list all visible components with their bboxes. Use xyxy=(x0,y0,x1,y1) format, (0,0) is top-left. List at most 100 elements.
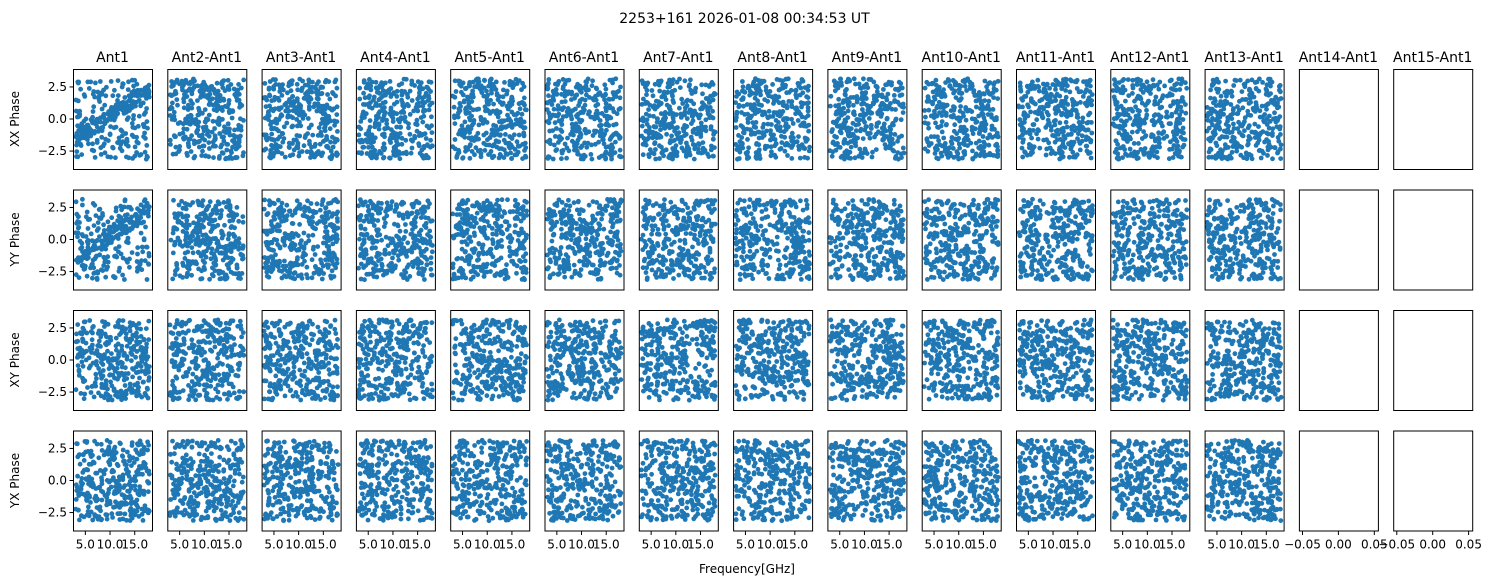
data-point xyxy=(186,136,191,142)
data-point xyxy=(75,363,81,368)
data-point xyxy=(319,133,324,138)
data-point xyxy=(191,343,197,348)
data-point xyxy=(95,496,100,502)
data-point xyxy=(145,92,151,98)
data-point xyxy=(301,230,307,236)
data-point xyxy=(193,225,199,231)
data-point xyxy=(237,471,242,477)
data-point xyxy=(185,140,191,146)
data-point xyxy=(421,396,427,402)
data-point xyxy=(377,350,383,356)
data-point xyxy=(302,208,308,214)
data-point xyxy=(124,136,130,142)
data-point xyxy=(401,110,407,115)
data-point xyxy=(137,471,143,477)
data-point xyxy=(188,79,194,85)
data-point xyxy=(299,88,304,94)
data-point xyxy=(407,112,413,117)
data-point xyxy=(316,476,321,482)
data-point xyxy=(309,144,314,150)
data-point xyxy=(139,488,145,494)
data-point xyxy=(124,239,129,245)
data-point xyxy=(123,230,129,236)
data-point xyxy=(264,361,270,366)
data-point xyxy=(367,93,372,99)
data-point xyxy=(238,350,244,356)
data-point xyxy=(291,445,297,451)
data-point xyxy=(225,488,230,494)
data-point xyxy=(202,260,208,266)
data-point xyxy=(305,485,311,491)
data-point xyxy=(110,356,116,361)
data-point xyxy=(407,381,413,387)
x-tick-label: 15.0 xyxy=(216,538,243,552)
data-point xyxy=(315,324,321,330)
data-point xyxy=(293,345,298,350)
data-point xyxy=(221,129,227,134)
data-point xyxy=(90,459,96,465)
data-point xyxy=(305,275,310,281)
data-point xyxy=(208,347,213,353)
x-tick-label: 10.0 xyxy=(191,538,218,552)
data-point xyxy=(320,379,326,385)
scatter-panel: 2.50.0−2.5XY Phase xyxy=(8,310,153,411)
data-point xyxy=(116,374,122,379)
data-point xyxy=(395,253,401,259)
data-point xyxy=(226,85,231,91)
data-point xyxy=(305,131,310,137)
data-point xyxy=(207,146,212,151)
data-point xyxy=(290,221,296,227)
scatter-panel xyxy=(261,69,342,170)
data-point xyxy=(111,504,116,510)
data-point xyxy=(429,381,435,387)
data-point xyxy=(302,213,308,219)
data-point xyxy=(231,510,237,516)
data-point xyxy=(145,439,151,445)
data-point xyxy=(288,503,294,508)
data-point xyxy=(115,101,121,107)
data-point xyxy=(131,116,136,122)
data-point xyxy=(83,248,89,254)
data-point xyxy=(184,221,189,227)
data-point xyxy=(81,458,87,463)
data-point xyxy=(265,502,271,508)
data-point xyxy=(306,125,312,131)
data-point xyxy=(179,85,185,90)
data-point xyxy=(263,465,269,471)
data-point xyxy=(119,227,125,233)
data-point xyxy=(112,87,117,93)
data-point xyxy=(94,124,100,130)
data-point xyxy=(299,467,304,472)
data-point xyxy=(366,144,371,150)
row-label: XX Phase xyxy=(8,91,22,147)
scatter-panel xyxy=(355,69,436,170)
data-point xyxy=(211,260,217,266)
data-point xyxy=(173,336,179,341)
data-point xyxy=(95,343,101,349)
data-point xyxy=(411,331,417,337)
data-point xyxy=(377,232,383,238)
data-point xyxy=(229,156,235,161)
scatter-panel xyxy=(355,189,436,291)
data-point xyxy=(398,339,404,345)
data-point xyxy=(112,275,118,281)
data-point xyxy=(272,216,278,222)
data-point xyxy=(176,486,182,492)
data-point xyxy=(368,256,374,261)
data-point xyxy=(103,93,109,99)
data-point xyxy=(193,241,199,247)
data-point xyxy=(127,220,133,226)
data-point xyxy=(142,130,148,136)
data-point xyxy=(135,140,141,146)
data-point xyxy=(281,369,287,375)
data-point xyxy=(184,126,190,132)
data-point xyxy=(311,332,317,338)
data-point xyxy=(195,501,201,506)
data-point xyxy=(220,108,225,113)
data-point xyxy=(399,141,405,147)
data-point xyxy=(96,366,102,371)
data-point xyxy=(381,392,387,398)
data-point xyxy=(280,456,285,462)
x-axis-label: Frequency[GHz] xyxy=(699,562,795,576)
data-point xyxy=(299,455,305,461)
